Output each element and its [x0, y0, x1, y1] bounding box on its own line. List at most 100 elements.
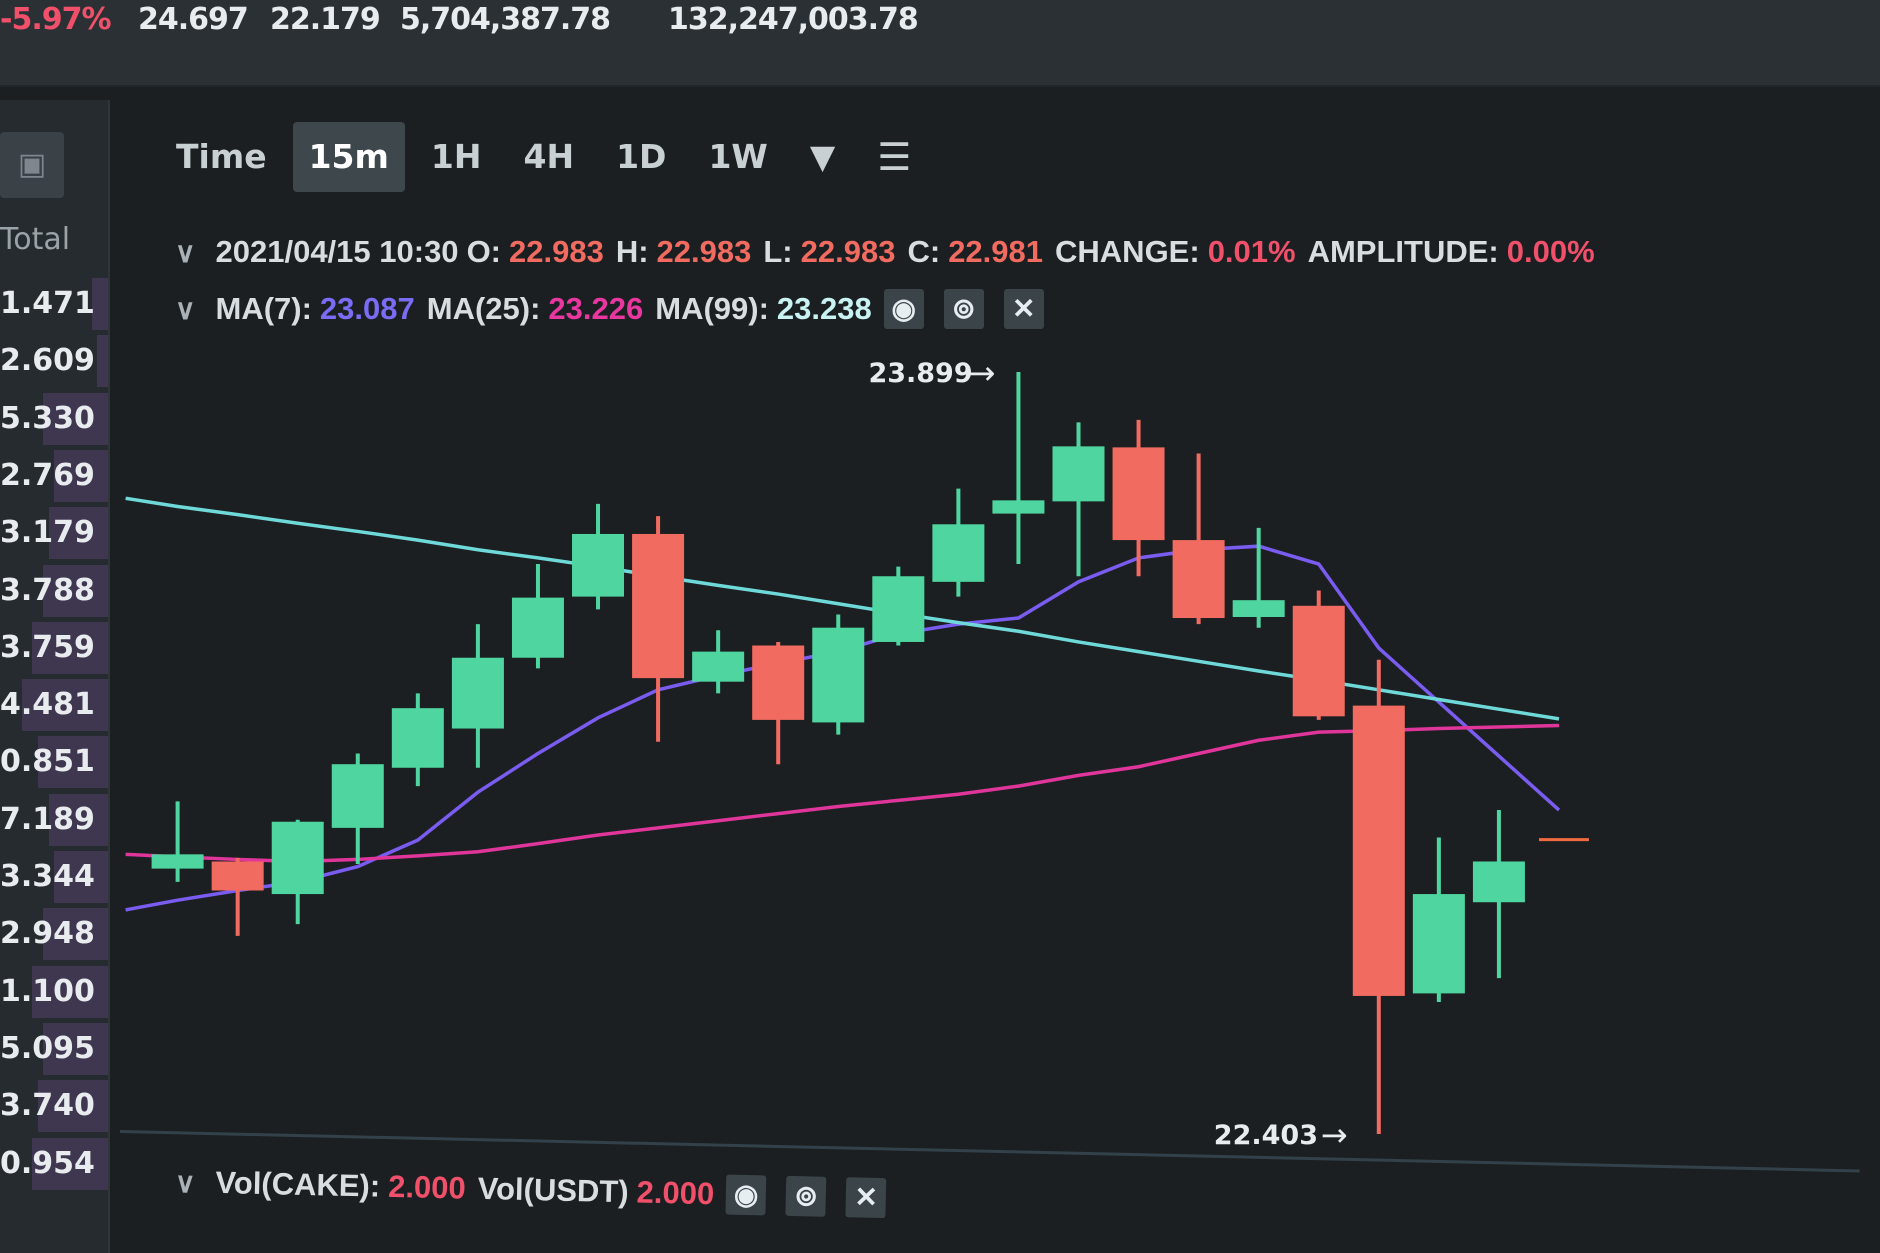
settings-sliders-icon[interactable]: ☰ — [877, 135, 912, 179]
order-row[interactable]: 5.095 — [0, 1021, 108, 1077]
layout-toggle-button[interactable]: ▣ — [0, 132, 64, 198]
low-value: 22.983 — [800, 234, 896, 269]
order-row[interactable]: 4.481 — [0, 677, 108, 733]
settings-gear-icon[interactable]: ⊚ — [943, 289, 984, 329]
interval-1d[interactable]: 1D — [616, 137, 667, 176]
depth-bar — [43, 392, 108, 445]
ma25-label: MA(25): — [426, 291, 541, 326]
depth-bar — [48, 507, 108, 560]
order-total-value: 5.095 — [0, 1030, 95, 1066]
candle-body — [151, 854, 204, 869]
more-intervals-triangle-down-icon[interactable]: ▼ — [809, 137, 836, 176]
ticker-low: 22.179 — [270, 2, 381, 37]
ticker-change: -5.97% — [0, 2, 112, 37]
order-row[interactable]: 2.609 — [0, 333, 108, 389]
order-row[interactable]: 7.189 — [0, 792, 108, 848]
candle[interactable] — [1412, 837, 1465, 1003]
candle[interactable] — [572, 503, 625, 610]
total-column-header: Total — [0, 222, 71, 257]
candle[interactable] — [451, 624, 504, 768]
candle[interactable] — [1112, 419, 1165, 577]
candle[interactable] — [632, 516, 685, 742]
depth-bar — [54, 851, 108, 903]
ticker-volume-base: 5,704,387.78 — [400, 2, 611, 37]
candle-body — [1472, 861, 1525, 903]
ticker-volume-quote: 132,247,003.78 — [668, 2, 919, 37]
candle[interactable] — [1052, 422, 1105, 577]
interval-1w[interactable]: 1W — [708, 137, 768, 176]
order-total-value: 4.481 — [0, 687, 95, 723]
amplitude-label: AMPLITUDE: — [1307, 234, 1499, 269]
eye-icon[interactable]: ◉ — [883, 289, 924, 329]
order-total-value: 2.948 — [0, 916, 95, 952]
candle[interactable] — [1352, 659, 1405, 1134]
candle-body — [1412, 894, 1465, 994]
high-marker-label: 23.899 — [868, 358, 972, 389]
candle[interactable] — [1172, 453, 1225, 625]
order-row[interactable]: 3.740 — [0, 1078, 108, 1134]
interval-4h[interactable]: 4H — [523, 137, 575, 176]
change-label: CHANGE: — [1055, 234, 1200, 269]
interval-1h[interactable]: 1H — [430, 137, 482, 176]
order-row[interactable]: 3.759 — [0, 620, 108, 676]
candle-body — [1172, 540, 1225, 619]
order-row[interactable]: 1.471 — [0, 276, 108, 332]
depth-bar — [43, 908, 108, 961]
candle-body — [1352, 705, 1405, 996]
close-label: C: — [907, 234, 941, 269]
candle-body — [1052, 446, 1105, 502]
interval-15m[interactable]: 15m — [292, 122, 405, 192]
order-row[interactable]: 0.954 — [0, 1136, 108, 1192]
collapse-chevron-icon[interactable]: ∨ — [175, 236, 196, 268]
candle[interactable] — [1292, 590, 1345, 720]
candle[interactable] — [872, 566, 925, 646]
order-row[interactable]: 3.179 — [0, 505, 108, 561]
candle[interactable] — [932, 488, 985, 597]
candle[interactable] — [391, 693, 444, 787]
close-value: 22.981 — [948, 234, 1044, 269]
depth-bar — [32, 965, 108, 1018]
candle-body — [812, 627, 865, 723]
candle[interactable] — [151, 801, 204, 882]
order-row[interactable]: 1.100 — [0, 964, 108, 1020]
collapse-chevron-icon[interactable]: ∨ — [175, 293, 196, 325]
candle-datetime: 2021/04/15 10:30 — [215, 234, 459, 269]
open-value: 22.983 — [509, 234, 604, 269]
candle[interactable] — [211, 857, 264, 936]
depth-bar — [32, 621, 108, 674]
depth-bar — [37, 1080, 108, 1133]
candle-body — [451, 657, 504, 729]
candle[interactable] — [752, 641, 805, 765]
candle[interactable] — [1472, 810, 1525, 979]
high-value: 22.983 — [656, 234, 752, 269]
candle[interactable] — [271, 819, 324, 925]
low-marker-arrow-icon: → — [1321, 1116, 1348, 1154]
candle-body — [992, 500, 1045, 514]
depth-bar — [54, 449, 108, 502]
candle[interactable] — [1232, 527, 1285, 628]
candle-body — [1292, 605, 1345, 717]
order-row[interactable]: 3.788 — [0, 563, 108, 619]
depth-bar — [97, 335, 108, 388]
interval-time[interactable]: Time — [176, 137, 267, 176]
candle[interactable] — [812, 614, 865, 735]
candle[interactable] — [992, 372, 1045, 565]
order-row[interactable]: 0.851 — [0, 734, 108, 790]
candle-body — [932, 524, 985, 582]
order-total-value: 5.330 — [0, 400, 95, 436]
high-marker-arrow-icon: → — [968, 354, 995, 392]
order-total-value: 3.740 — [0, 1088, 95, 1124]
candle[interactable] — [511, 564, 564, 669]
order-row[interactable]: 2.769 — [0, 448, 108, 504]
order-row[interactable]: 2.948 — [0, 906, 108, 962]
order-row[interactable]: 5.330 — [0, 391, 108, 447]
candle[interactable] — [692, 630, 745, 694]
order-total-value: 3.759 — [0, 629, 95, 665]
depth-bar — [21, 679, 108, 732]
candle-body — [211, 861, 264, 891]
order-row[interactable]: 3.344 — [0, 849, 108, 905]
close-icon[interactable]: ✕ — [1003, 289, 1044, 329]
change-value: 0.01% — [1207, 234, 1296, 269]
candle[interactable] — [331, 753, 384, 865]
